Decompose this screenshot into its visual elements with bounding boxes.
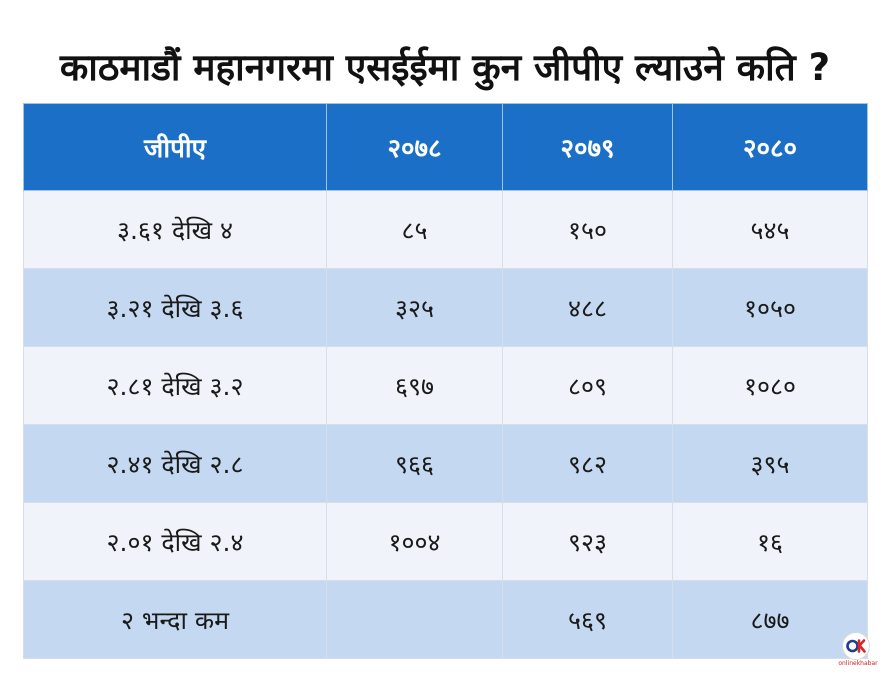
table-row: २.८१ देखि ३.२ ६९७ ८०९ १०८०	[23, 346, 868, 425]
count-2078-cell: ९६६	[326, 424, 503, 503]
count-2080-cell: ८७७	[672, 580, 868, 659]
column-header-2079: २०७९	[502, 103, 673, 191]
count-2078-cell: ६९७	[326, 346, 503, 425]
count-2078-cell: ३२५	[326, 268, 503, 347]
table-row: ३.२१ देखि ३.६ ३२५ ४८८ १०५०	[23, 268, 868, 347]
column-header-2078: २०७८	[326, 103, 503, 191]
count-2079-cell: १५०	[502, 190, 673, 269]
count-2079-cell: ९८२	[502, 424, 673, 503]
count-2078-cell: १००४	[326, 502, 503, 581]
count-2080-cell: ३९५	[672, 424, 868, 503]
count-2080-cell: १६	[672, 502, 868, 581]
gpa-table: जीपीए २०७८ २०७९ २०८० ३.६१ देखि ४ ८५ १५० …	[23, 103, 868, 659]
gpa-range-cell: २.०१ देखि २.४	[23, 502, 327, 581]
count-2079-cell: ४८८	[502, 268, 673, 347]
column-header-2080: २०८०	[672, 103, 868, 191]
onlinekhabar-logo-icon	[842, 632, 870, 660]
table-row: २.४१ देखि २.८ ९६६ ९८२ ३९५	[23, 424, 868, 503]
logo-caption: onlinekhabar	[838, 660, 878, 667]
table-row: २ भन्दा कम ५६९ ८७७	[23, 580, 868, 659]
count-2080-cell: ५४५	[672, 190, 868, 269]
chart-title: काठमाडौं महानगरमा एसईईमा कुन जीपीए ल्याउ…	[59, 46, 831, 89]
table-header-row: जीपीए २०७८ २०७९ २०८०	[23, 103, 868, 191]
table-row: २.०१ देखि २.४ १००४ ९२३ १६	[23, 502, 868, 581]
gpa-range-cell: २ भन्दा कम	[23, 580, 327, 659]
count-2079-cell: ९२३	[502, 502, 673, 581]
column-header-gpa: जीपीए	[23, 103, 327, 191]
count-2080-cell: १०५०	[672, 268, 868, 347]
count-2078-cell: ८५	[326, 190, 503, 269]
count-2080-cell: १०८०	[672, 346, 868, 425]
count-2078-cell	[326, 580, 503, 659]
gpa-range-cell: २.८१ देखि ३.२	[23, 346, 327, 425]
gpa-range-cell: २.४१ देखि २.८	[23, 424, 327, 503]
gpa-range-cell: ३.२१ देखि ३.६	[23, 268, 327, 347]
count-2079-cell: ५६९	[502, 580, 673, 659]
gpa-range-cell: ३.६१ देखि ४	[23, 190, 327, 269]
table-row: ३.६१ देखि ४ ८५ १५० ५४५	[23, 190, 868, 269]
count-2079-cell: ८०९	[502, 346, 673, 425]
